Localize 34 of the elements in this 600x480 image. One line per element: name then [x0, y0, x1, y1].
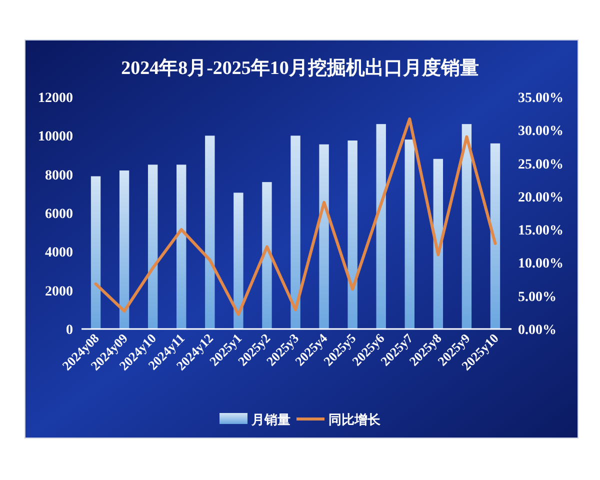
- bar: [319, 144, 329, 329]
- bar: [290, 136, 300, 329]
- bar: [176, 164, 186, 329]
- y-tick-label: 4000: [45, 246, 73, 261]
- bar: [433, 158, 444, 329]
- y2-tick-label: 25.00%: [518, 157, 564, 172]
- bar: [205, 136, 215, 329]
- bar: [348, 140, 358, 329]
- bar: [90, 176, 101, 329]
- y-tick-label: 8000: [45, 168, 73, 184]
- chart-title: 2024年8月-2025年10月挖掘机出口月度销量: [121, 57, 479, 79]
- bar: [404, 140, 414, 329]
- y-tick-label: 6000: [45, 207, 73, 222]
- y2-tick-label: 5.00%: [518, 290, 556, 305]
- legend-label: 月销量: [250, 412, 290, 427]
- legend-label: 同比增长: [328, 412, 382, 427]
- bar: [234, 192, 244, 329]
- y2-tick-label: 10.00%: [518, 256, 564, 272]
- bar: [376, 124, 386, 329]
- line-series: [94, 117, 497, 316]
- y-tick-label: 10000: [38, 130, 73, 145]
- y-tick-label: 12000: [38, 91, 73, 106]
- bar: [490, 143, 500, 329]
- y2-tick-label: 20.00%: [518, 190, 564, 206]
- y2-tick-label: 0.00%: [518, 323, 556, 338]
- bar: [119, 170, 130, 329]
- y2-tick-label: 15.00%: [518, 224, 564, 239]
- bar: [262, 182, 272, 329]
- bar: [148, 164, 158, 329]
- bar: [462, 124, 472, 329]
- y2-tick-label: 30.00%: [518, 124, 564, 140]
- y-tick-label: 0: [66, 323, 73, 338]
- y2-tick-label: 35.00%: [518, 91, 564, 106]
- y-tick-label: 2000: [45, 284, 73, 300]
